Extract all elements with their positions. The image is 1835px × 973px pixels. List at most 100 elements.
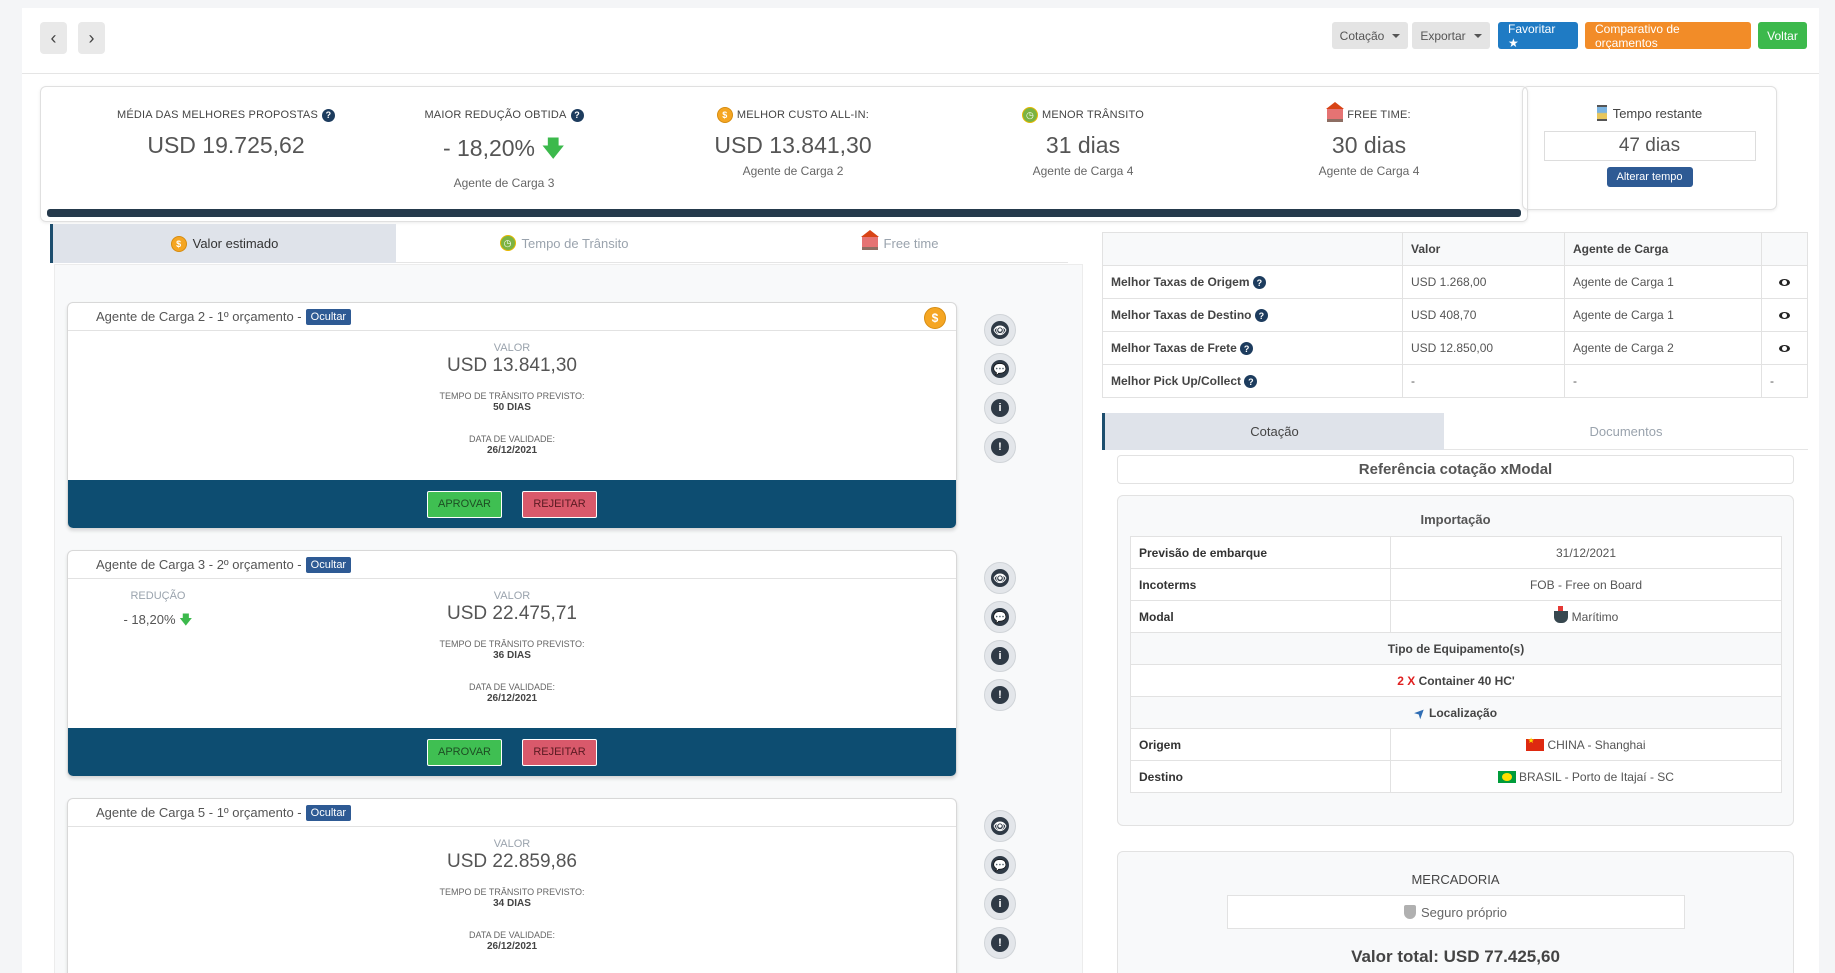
eye-icon[interactable] — [1779, 279, 1790, 286]
help-icon[interactable]: ? — [1240, 342, 1254, 356]
comments-button[interactable]: 💬 — [984, 849, 1016, 881]
coin-icon: $ — [924, 307, 946, 329]
view-button[interactable]: 👁 — [984, 810, 1016, 842]
tab-tempo-transito[interactable]: ◷ Tempo de Trânsito — [396, 224, 732, 263]
help-icon[interactable]: ? — [322, 108, 335, 122]
top-bar: ‹ › Cotação Exportar Favoritar ★ Compara… — [22, 8, 1819, 74]
exportar-dropdown[interactable]: Exportar — [1412, 22, 1490, 49]
eye-icon[interactable] — [1779, 345, 1790, 352]
comments-button[interactable]: 💬 — [984, 601, 1016, 633]
destino-cell: BRASIL - Porto de Itajaí - SC — [1390, 760, 1782, 793]
transito-value: 34 DIAS — [493, 898, 531, 909]
table-row: Melhor Pick Up/Collect ? - - - — [1102, 364, 1808, 398]
stat-transito: ◷ MENOR TRÂNSITO 31 dias Agente de Carga … — [953, 87, 1213, 178]
row-label: Melhor Taxas de Frete ? — [1102, 331, 1403, 365]
previsao-value: 31/12/2021 — [1390, 536, 1782, 569]
stat-media-label: MÉDIA DAS MELHORES PROPOSTAS — [117, 109, 318, 121]
eye-icon[interactable] — [1779, 312, 1790, 319]
stat-media-value: USD 19.725,62 — [147, 132, 305, 158]
table-header: Agente de Carga — [1564, 232, 1762, 266]
valor-label: VALOR — [493, 590, 531, 602]
globe-icon: ◷ — [499, 235, 516, 251]
view-button[interactable]: 👁 — [984, 314, 1016, 346]
alert-button[interactable]: ! — [984, 679, 1016, 711]
row-valor: USD 408,70 — [1402, 298, 1565, 332]
table-header — [1761, 232, 1808, 266]
tab-label: Free time — [883, 235, 939, 251]
row-action[interactable] — [1761, 265, 1808, 299]
chat-icon: 💬 — [991, 360, 1009, 378]
tab-documentos[interactable]: Documentos — [1589, 424, 1663, 439]
importacao-table: Previsão de embarque 31/12/2021 Incoterm… — [1130, 536, 1782, 793]
destino-value: BRASIL - Porto de Itajaí - SC — [1519, 769, 1674, 784]
row-action[interactable] — [1761, 298, 1808, 332]
help-icon[interactable]: ? — [1252, 276, 1266, 290]
cotacao-label: Cotação — [1339, 28, 1385, 43]
alterar-tempo-button[interactable]: Alterar tempo — [1606, 167, 1693, 187]
aprovar-button[interactable]: APROVAR — [427, 490, 502, 518]
back-button[interactable]: ‹ — [40, 22, 67, 54]
ocultar-button[interactable]: Ocultar — [305, 804, 352, 821]
help-icon[interactable]: ? — [1244, 375, 1258, 389]
valor-label: VALOR — [493, 342, 531, 354]
forward-button[interactable]: › — [78, 22, 105, 54]
arrow-down-icon: 🡇 — [541, 135, 566, 161]
ocultar-button[interactable]: Ocultar — [305, 308, 352, 325]
stat-freetime-label: FREE TIME: — [1347, 109, 1411, 121]
help-icon[interactable]: ? — [570, 108, 584, 122]
row-agente: Agente de Carga 2 — [1564, 331, 1762, 365]
row-agente: - — [1564, 364, 1762, 398]
brazil-flag-icon — [1498, 771, 1517, 784]
tab-free-time[interactable]: Free time — [732, 224, 1068, 263]
cotacao-dropdown[interactable]: Cotação — [1332, 22, 1408, 49]
alert-button[interactable]: ! — [984, 431, 1016, 463]
view-button[interactable]: 👁 — [984, 562, 1016, 594]
eye-icon: 👁 — [991, 817, 1009, 835]
best-rates-table: Valor Agente de Carga Melhor Taxas de Or… — [1102, 232, 1808, 398]
ocultar-button[interactable]: Ocultar — [305, 556, 352, 573]
quote-card-title: Agente de Carga 3 - 2º orçamento - — [96, 557, 302, 572]
rejeitar-button[interactable]: REJEITAR — [522, 738, 597, 766]
exportar-label: Exportar — [1420, 28, 1466, 43]
chevron-left-icon: ‹ — [50, 27, 57, 48]
shield-icon — [1404, 905, 1416, 919]
comments-button[interactable]: 💬 — [984, 353, 1016, 385]
chat-icon: 💬 — [991, 608, 1009, 626]
quote-card-header: Agente de Carga 3 - 2º orçamento - Ocult… — [68, 551, 956, 579]
reducao-value: - 18,20% — [123, 612, 176, 627]
comparativo-button[interactable]: Comparativo de orçamentos — [1585, 22, 1751, 50]
info-button[interactable]: i — [984, 888, 1016, 920]
incoterms-value: FOB - Free on Board — [1390, 568, 1782, 601]
modal-label: Modal — [1130, 600, 1391, 633]
transito-label: TEMPO DE TRÂNSITO PREVISTO: — [439, 391, 585, 401]
exclamation-icon: ! — [991, 438, 1009, 456]
quote-card-title: Agente de Carga 5 - 1º orçamento - — [96, 805, 302, 820]
favoritar-button[interactable]: Favoritar ★ — [1498, 22, 1578, 50]
warehouse-icon — [1326, 102, 1345, 122]
rejeitar-button[interactable]: REJEITAR — [522, 490, 597, 518]
tab-valor-estimado[interactable]: $ Valor estimado — [50, 224, 396, 263]
china-flag-icon — [1526, 736, 1545, 752]
stat-custo-value: USD 13.841,30 — [714, 132, 872, 158]
modal-value: Marítimo — [1571, 609, 1619, 624]
quote-card-body: VALOR USD 22.859,86 TEMPO DE TRÂNSITO PR… — [68, 827, 956, 973]
importacao-panel: Importação Previsão de embarque 31/12/20… — [1117, 495, 1794, 826]
quote-card-header: Agente de Carga 2 - 1º orçamento - Ocult… — [68, 303, 956, 331]
eye-icon: 👁 — [991, 569, 1009, 587]
aprovar-button[interactable]: APROVAR — [427, 738, 502, 766]
row-action[interactable] — [1761, 331, 1808, 365]
referencia-title: Referência cotação xModal — [1117, 455, 1794, 484]
info-button[interactable]: i — [984, 392, 1016, 424]
seguro-box: Seguro próprio — [1226, 895, 1685, 929]
quote-card-side-actions: 👁 💬 i ! — [984, 810, 1018, 966]
help-icon[interactable]: ? — [1254, 309, 1268, 323]
info-button[interactable]: i — [984, 640, 1016, 672]
transito-label: TEMPO DE TRÂNSITO PREVISTO: — [439, 887, 585, 897]
timer-label: Tempo restante — [1612, 105, 1703, 121]
stat-freetime-value: 30 dias — [1331, 132, 1407, 158]
tab-cotacao[interactable]: Cotação — [1102, 413, 1444, 450]
page: ‹ › Cotação Exportar Favoritar ★ Compara… — [22, 8, 1819, 973]
alert-button[interactable]: ! — [984, 927, 1016, 959]
equipamento-title: Tipo de Equipamento(s) — [1130, 632, 1782, 665]
voltar-button[interactable]: Voltar — [1758, 22, 1807, 49]
